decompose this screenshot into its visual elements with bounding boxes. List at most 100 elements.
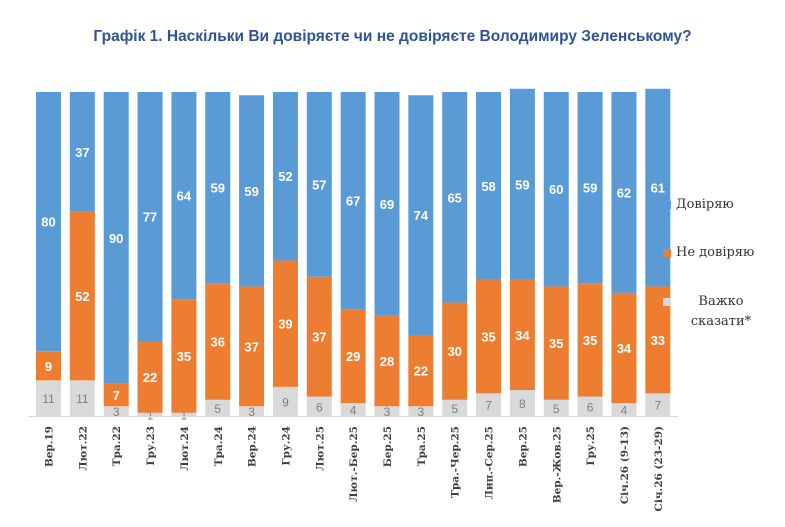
x-tick-label: Лют.-Бер.25 [348, 426, 360, 502]
data-label: 61 [651, 181, 665, 196]
bar-segment-distrust [476, 279, 502, 394]
data-label: 64 [177, 189, 192, 204]
x-tick-label: Гру.24 [280, 426, 292, 466]
legend-swatch-trust [663, 201, 671, 209]
x-tick-label: Вер.24 [247, 426, 259, 467]
data-label: 67 [346, 194, 360, 209]
x-tick-label: Лип.-Сер.25 [484, 426, 496, 499]
bar-segment-trust [611, 92, 637, 293]
bar-segment-trust [408, 95, 434, 336]
legend-label-trust: Довіряю [676, 197, 734, 212]
bar-segment-hard-to-say [103, 406, 129, 416]
data-label: 3 [113, 405, 120, 419]
data-label: 52 [75, 289, 89, 304]
data-label: 35 [481, 330, 495, 345]
bar-segment-trust [577, 92, 603, 284]
x-tick-label: Гру.23 [145, 426, 157, 466]
x-tick-label: Вер.19 [44, 426, 56, 467]
data-label: 3 [418, 405, 425, 419]
legend-item-trust: Довіряю [663, 195, 734, 215]
x-tick-label: Гру.25 [585, 426, 597, 466]
data-label: 11 [42, 392, 55, 406]
bar-segment-hard-to-say [645, 393, 671, 416]
bar-segment-trust [543, 92, 569, 287]
data-label: 35 [177, 349, 191, 364]
data-label: 4 [621, 404, 628, 418]
data-label: 6 [316, 400, 323, 414]
bar-segment-distrust [36, 351, 61, 381]
bar-segment-distrust [374, 315, 400, 407]
data-label: 7 [654, 399, 661, 413]
bar-segment-distrust [205, 283, 231, 400]
x-tick-label: Лют.24 [179, 426, 191, 471]
legend-label-hard-to-say: Важко сказати* [690, 294, 752, 329]
data-label: 77 [143, 210, 157, 225]
x-tick-label: Вер.25 [517, 426, 529, 467]
bar-segment-distrust [543, 286, 569, 400]
bar-segment-trust [36, 92, 61, 352]
bar-segment-hard-to-say [205, 399, 231, 416]
bar-segment-hard-to-say [272, 386, 298, 416]
x-tick-label: Лют.22 [77, 426, 89, 471]
data-label: 4 [350, 404, 357, 418]
x-tick-label: Тра.22 [111, 426, 123, 466]
bar-segment-trust [205, 92, 231, 284]
data-label: 7 [113, 388, 120, 403]
x-tick-label: Тра.-Чер.25 [450, 426, 462, 498]
data-label: 37 [75, 145, 89, 160]
data-label: 74 [414, 208, 429, 223]
x-tick-label: Січ.26 (9-13) [619, 426, 631, 504]
data-label: 9 [282, 395, 289, 409]
data-label: 52 [278, 169, 292, 184]
data-label: 3 [384, 405, 391, 419]
bar-segment-distrust [509, 279, 535, 391]
bar-segment-distrust [577, 283, 603, 397]
data-label: 33 [651, 333, 665, 348]
bar-segment-distrust [340, 309, 366, 404]
data-label: 37 [244, 339, 258, 354]
data-label: 1 [147, 408, 154, 422]
bar-segment-trust [69, 92, 95, 212]
bar-segment-hard-to-say [611, 403, 637, 416]
data-label: 22 [414, 364, 428, 379]
bar-segment-trust [374, 92, 400, 316]
bar-segment-trust [509, 88, 535, 280]
data-label: 30 [447, 344, 461, 359]
data-label: 3 [248, 405, 255, 419]
data-label: 1 [181, 408, 188, 422]
data-label: 37 [312, 330, 326, 345]
x-tick-label: Вер.-Жов.25 [551, 426, 563, 503]
bar-segment-trust [442, 92, 468, 303]
data-label: 59 [583, 181, 597, 196]
bar-segment-distrust [171, 299, 197, 413]
bar-segment-hard-to-say [239, 406, 265, 416]
x-tick-label: Лют.25 [314, 426, 326, 471]
data-label: 60 [549, 182, 563, 197]
bar-segment-hard-to-say [36, 380, 61, 416]
bar-segment-hard-to-say [306, 396, 332, 416]
bar-segment-distrust [306, 276, 332, 397]
data-label: 39 [278, 317, 292, 332]
bar-segment-trust [137, 92, 163, 342]
data-label: 9 [45, 359, 52, 374]
data-label: 7 [485, 399, 492, 413]
data-label: 59 [244, 184, 258, 199]
bar-segment-hard-to-say [374, 406, 400, 416]
data-label: 90 [109, 231, 123, 246]
data-label: 59 [211, 181, 225, 196]
bar-segment-trust [239, 95, 265, 287]
bar-segment-distrust [239, 286, 265, 407]
data-label: 6 [587, 400, 594, 414]
legend-swatch-distrust [663, 249, 671, 257]
data-label: 69 [380, 197, 394, 212]
data-label: 34 [617, 341, 632, 356]
bar-segment-trust [171, 92, 197, 300]
bar-segment-distrust [69, 211, 95, 381]
bar-segment-hard-to-say [69, 380, 95, 416]
legend-item-hard-to-say: Важко сказати* [663, 292, 766, 332]
bar-segment-distrust [611, 292, 637, 404]
bar-segment-hard-to-say [408, 406, 434, 416]
data-label: 29 [346, 349, 360, 364]
data-label: 5 [451, 402, 458, 416]
legend-swatch-hard-to-say [663, 298, 671, 306]
